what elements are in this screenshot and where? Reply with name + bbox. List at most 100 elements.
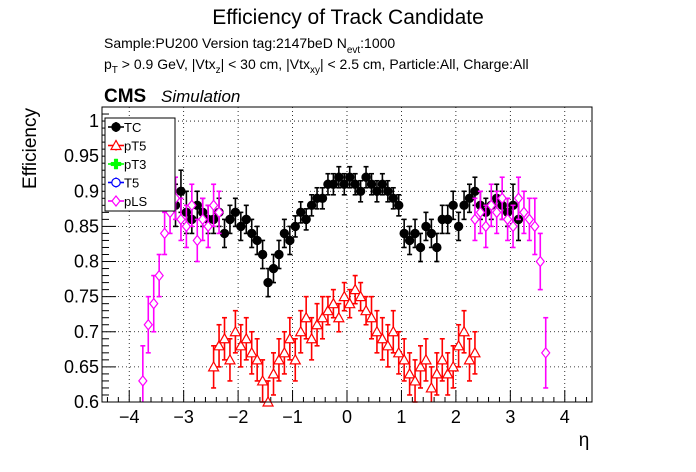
chart-title: Efficiency of Track Candidate <box>212 6 484 29</box>
data-point <box>370 325 383 337</box>
data-point <box>468 346 481 358</box>
data-point <box>278 346 291 358</box>
data-point <box>306 200 317 211</box>
data-point <box>251 353 264 365</box>
data-point <box>219 228 230 239</box>
data-point <box>403 367 416 379</box>
data-point <box>236 221 246 232</box>
legend-entry-tc: TC <box>108 120 141 135</box>
data-point <box>289 353 302 365</box>
data-point <box>519 206 529 219</box>
data-point <box>513 192 524 205</box>
data-point <box>464 193 475 204</box>
data-point <box>317 193 328 204</box>
data-point <box>229 325 242 337</box>
data-point <box>257 249 268 260</box>
data-point <box>154 269 164 282</box>
x-tick-label: 3 <box>505 407 515 427</box>
data-point <box>470 213 480 226</box>
data-point <box>316 311 329 323</box>
data-point <box>148 297 159 310</box>
data-point <box>436 353 449 365</box>
data-point <box>486 199 497 212</box>
data-point <box>267 367 280 379</box>
data-point <box>452 339 465 351</box>
data-point <box>463 353 476 365</box>
y-tick-label: 0.6 <box>74 392 99 412</box>
data-point <box>207 360 220 372</box>
plot-frame <box>101 106 593 403</box>
y-tick-label: 0.8 <box>74 252 99 272</box>
legend-marker <box>111 177 121 188</box>
data-point <box>247 228 257 239</box>
y-tick-label: 0.65 <box>64 357 99 377</box>
y-tick-label: 0.7 <box>74 322 99 342</box>
x-tick-label: 4 <box>560 407 570 427</box>
data-point <box>252 235 262 246</box>
data-point <box>410 228 420 239</box>
legend-marker <box>110 158 122 170</box>
series-pt5 <box>207 274 481 407</box>
data-point <box>376 332 389 344</box>
x-tick-label: 1 <box>396 407 406 427</box>
data-point <box>208 199 219 212</box>
y-tick-label: 0.85 <box>64 216 99 236</box>
data-point <box>241 214 251 225</box>
data-point <box>305 332 318 344</box>
data-point <box>192 234 203 247</box>
data-point <box>443 214 453 225</box>
data-point <box>481 220 491 233</box>
data-point <box>355 186 366 196</box>
data-point <box>491 206 502 219</box>
x-tick-label: −1 <box>282 407 303 427</box>
data-point <box>240 332 253 344</box>
data-point <box>524 213 535 226</box>
data-point <box>354 290 367 302</box>
data-point <box>361 172 371 182</box>
legend-label: pT3 <box>124 157 146 172</box>
data-point <box>349 283 362 295</box>
data-point <box>377 179 388 189</box>
data-point <box>176 186 186 196</box>
y-tick-label: 0.9 <box>74 181 99 201</box>
data-point <box>321 304 334 316</box>
data-point <box>213 339 226 351</box>
data-point <box>432 242 442 253</box>
data-point <box>447 360 460 372</box>
data-point <box>223 353 236 365</box>
data-point <box>234 339 247 351</box>
data-point <box>502 213 513 226</box>
legend-label: pLS <box>124 194 147 209</box>
legend-entry-t5: T5 <box>108 176 139 191</box>
data-point <box>225 214 235 225</box>
data-point <box>187 199 197 212</box>
data-point <box>274 249 284 260</box>
data-point <box>301 214 311 225</box>
data-point <box>279 228 290 239</box>
data-point <box>339 179 349 189</box>
data-point <box>197 213 208 226</box>
data-point <box>143 318 154 331</box>
data-point <box>388 193 398 204</box>
y-tick-label: 0.75 <box>64 287 99 307</box>
y-axis-title: Efficiency <box>20 108 41 189</box>
data-point <box>387 325 400 337</box>
y-tick-label: 0.95 <box>64 146 99 166</box>
data-point <box>535 255 546 268</box>
legend-entry-pt3: pT3 <box>108 157 146 172</box>
data-point <box>392 346 405 358</box>
data-point <box>383 186 393 196</box>
data-point <box>230 207 241 218</box>
x-tick-label: 2 <box>451 407 461 427</box>
data-point <box>203 220 213 233</box>
data-point <box>448 200 458 211</box>
data-point <box>311 318 324 330</box>
simulation-label: Simulation <box>161 87 240 106</box>
data-point <box>181 220 192 233</box>
data-point <box>159 227 170 240</box>
data-point <box>332 311 345 323</box>
data-point <box>425 381 438 393</box>
data-point <box>365 311 378 323</box>
data-point <box>426 228 437 239</box>
legend-label: T5 <box>124 176 139 191</box>
